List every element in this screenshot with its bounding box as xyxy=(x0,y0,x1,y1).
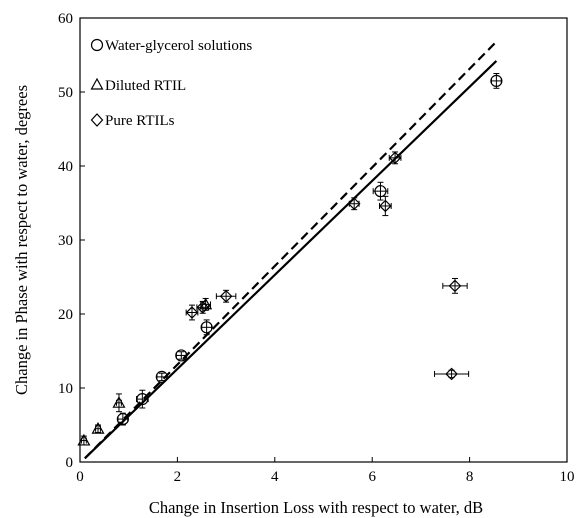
x-tick-label: 4 xyxy=(271,469,279,485)
legend-marker-diamond xyxy=(90,113,104,127)
legend-item-pure-rtils: Pure RTILs xyxy=(90,113,175,129)
y-tick-label: 30 xyxy=(58,233,73,249)
diamond-marker xyxy=(219,289,233,303)
x-tick-label: 10 xyxy=(560,469,575,485)
data-point-circle xyxy=(200,319,213,336)
y-tick-label: 40 xyxy=(58,159,73,175)
data-point-triangle xyxy=(91,421,105,434)
y-tick-label: 10 xyxy=(58,381,73,397)
data-point-diamond xyxy=(379,195,392,217)
x-axis-label: Change in Insertion Loss with respect to… xyxy=(149,498,483,517)
diamond-marker xyxy=(196,300,210,314)
legend-label-pure-rtils: Pure RTILs xyxy=(105,113,175,129)
data-point-circle xyxy=(175,349,188,362)
data-point-circle xyxy=(372,181,389,201)
circle-marker xyxy=(200,321,213,334)
x-tick-label: 6 xyxy=(368,469,376,485)
diamond-marker xyxy=(379,199,392,213)
x-tick-label: 2 xyxy=(174,469,182,485)
y-tick-label: 60 xyxy=(58,11,73,27)
data-point-diamond xyxy=(442,277,468,294)
legend-marker-triangle xyxy=(90,77,104,90)
x-tick-label: 8 xyxy=(466,469,474,485)
diamond-marker xyxy=(445,367,458,381)
axis-ticks: 0 2 4 6 8 10 0 10 20 30 40 50 60 xyxy=(58,11,575,485)
y-axis-label: Change in Phase with respect to water, d… xyxy=(12,85,31,395)
circle-marker xyxy=(116,412,129,426)
y-tick-label: 50 xyxy=(58,85,73,101)
fit-lines xyxy=(84,40,498,460)
y-tick-label: 20 xyxy=(58,307,73,323)
data-point-diamond xyxy=(185,304,199,321)
data-point-circle xyxy=(116,412,129,426)
y-tick-label: 0 xyxy=(66,455,74,471)
data-point-circle xyxy=(135,389,149,409)
legend-item-water-glycerol: Water-glycerol solutions xyxy=(90,38,252,54)
diamond-marker xyxy=(347,197,361,211)
data-point-circle xyxy=(490,73,503,89)
diamond-marker xyxy=(448,279,462,293)
data-point-diamond xyxy=(215,289,237,303)
data-points xyxy=(77,73,503,446)
circle-marker xyxy=(374,185,387,198)
data-point-diamond xyxy=(388,151,402,165)
circle-marker xyxy=(175,349,188,362)
legend-label-diluted-rtil: Diluted RTIL xyxy=(105,78,186,94)
triangle-marker xyxy=(77,433,91,446)
solid-fit-line xyxy=(84,60,498,460)
legend-item-diluted-rtil: Diluted RTIL xyxy=(90,77,186,94)
diamond-marker xyxy=(388,151,402,165)
legend: Water-glycerol solutions Diluted RTIL Pu… xyxy=(90,38,252,129)
data-point-triangle xyxy=(77,433,91,446)
circle-marker xyxy=(155,370,168,383)
data-point-diamond xyxy=(434,367,470,381)
legend-label-water-glycerol: Water-glycerol solutions xyxy=(105,38,252,54)
data-point-diamond xyxy=(347,197,361,211)
circle-marker xyxy=(136,393,149,406)
legend-marker-circle xyxy=(90,38,104,52)
data-point-triangle xyxy=(112,393,126,413)
data-point-diamond xyxy=(196,300,210,314)
diamond-marker xyxy=(185,306,199,319)
data-point-circle xyxy=(155,370,168,383)
triangle-marker xyxy=(91,421,105,434)
circle-marker xyxy=(490,74,503,88)
x-tick-label: 0 xyxy=(76,469,84,485)
triangle-marker xyxy=(112,396,126,408)
